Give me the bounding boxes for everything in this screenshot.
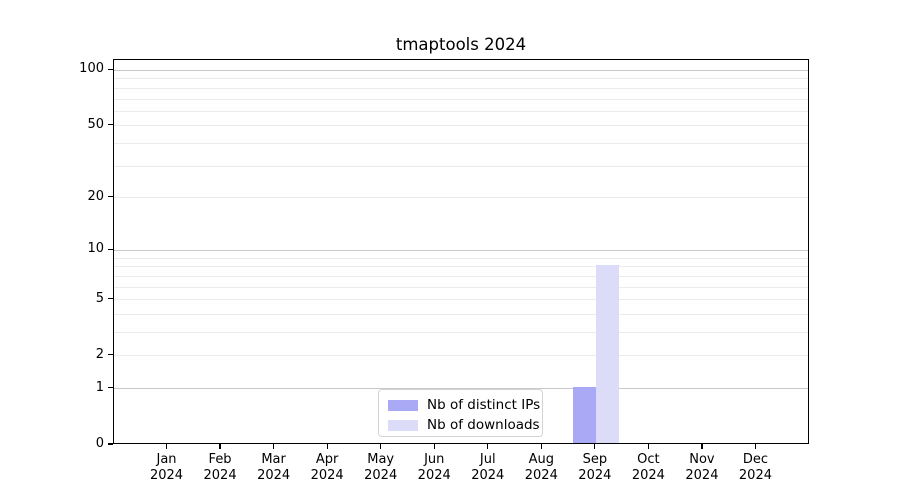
- x-tick-label-year: 2024: [417, 467, 451, 483]
- x-tick-label-month: Jun: [424, 452, 445, 467]
- x-tick-label: Oct 2024: [606, 452, 690, 483]
- legend-item-distinct-ips: Nb of distinct IPs: [388, 397, 542, 413]
- x-tick-label-year: 2024: [578, 467, 612, 483]
- x-tick-label-year: 2024: [310, 467, 344, 483]
- gridline-major: [114, 69, 808, 71]
- x-tick: [754, 444, 757, 449]
- plot-area: Nb of distinct IPs Nb of downloads: [113, 59, 809, 444]
- x-tick-label: Apr 2024: [285, 452, 369, 483]
- x-tick-label-month: May: [367, 452, 395, 467]
- x-tick-label-year: 2024: [738, 467, 772, 483]
- x-tick: [540, 444, 542, 449]
- y-tick-label: 50: [87, 116, 104, 132]
- x-tick: [594, 444, 596, 449]
- legend-label-distinct-ips: Nb of distinct IPs: [427, 397, 541, 413]
- x-tick-label-month: Mar: [261, 452, 286, 467]
- x-tick-label-month: Jan: [156, 452, 177, 467]
- x-tick: [165, 444, 168, 449]
- x-tick: [433, 444, 435, 449]
- x-tick-label-month: Aug: [528, 452, 554, 467]
- x-tick-label: Dec 2024: [713, 452, 797, 483]
- x-tick-label-year: 2024: [631, 467, 665, 483]
- gridline-major: [114, 249, 808, 251]
- y-tick: [108, 443, 113, 445]
- gridline-minor: [114, 257, 808, 259]
- y-tick: [108, 68, 113, 70]
- x-tick-label-month: Feb: [208, 452, 232, 467]
- x-tick-label-month: Apr: [315, 452, 339, 467]
- gridline-minor: [114, 299, 808, 301]
- bar-downloads: [595, 264, 619, 443]
- x-tick-label-year: 2024: [471, 467, 505, 483]
- gridline-minor: [114, 87, 808, 89]
- x-tick-label: Jul 2024: [446, 452, 530, 483]
- x-tick: [380, 444, 382, 449]
- y-tick-label: 10: [87, 241, 104, 257]
- gridline-minor: [114, 143, 808, 145]
- legend-swatch-distinct-ips: [388, 399, 418, 411]
- x-tick: [701, 444, 703, 449]
- x-tick-label-month: Oct: [637, 452, 660, 467]
- y-tick-label: 2: [95, 346, 104, 362]
- x-tick: [273, 444, 275, 449]
- x-tick-label: Feb 2024: [178, 452, 262, 483]
- y-tick: [108, 196, 113, 198]
- legend-label-downloads: Nb of downloads: [427, 417, 540, 433]
- gridline-minor: [114, 78, 808, 80]
- x-tick-label-year: 2024: [257, 467, 291, 483]
- x-tick-label: Aug 2024: [499, 452, 583, 483]
- x-tick-label-year: 2024: [203, 467, 237, 483]
- x-tick: [487, 444, 489, 449]
- gridline-minor: [114, 125, 808, 127]
- x-tick-label-month: Sep: [582, 452, 608, 467]
- gridline-minor: [114, 165, 808, 167]
- x-tick-label: Jan 2024: [125, 452, 209, 483]
- y-tick: [108, 387, 113, 389]
- chart-title: tmaptools 2024: [395, 35, 527, 54]
- x-tick: [219, 444, 221, 449]
- gridline-minor: [114, 98, 808, 100]
- y-tick-label: 100: [79, 61, 104, 77]
- x-tick-label-month: Dec: [742, 452, 769, 467]
- y-tick: [108, 354, 113, 356]
- gridline-minor: [114, 275, 808, 277]
- y-tick: [108, 297, 113, 300]
- x-tick-label: Jun 2024: [392, 452, 476, 483]
- gridline-minor: [114, 331, 808, 333]
- bar-distinct-ips: [572, 386, 596, 443]
- gridline-minor: [114, 110, 808, 112]
- x-tick-label: Nov 2024: [660, 452, 744, 483]
- x-tick-label-year: 2024: [524, 467, 558, 483]
- gridline-minor: [114, 197, 808, 199]
- legend-item-downloads: Nb of downloads: [388, 417, 542, 433]
- x-tick: [647, 444, 649, 449]
- gridline-minor: [114, 313, 808, 315]
- x-tick-label-year: 2024: [685, 467, 719, 483]
- y-tick-label: 1: [95, 379, 104, 395]
- x-tick-label-year: 2024: [364, 467, 398, 483]
- gridline-minor: [114, 355, 808, 357]
- x-tick: [326, 444, 328, 449]
- gridline-minor: [114, 266, 808, 268]
- x-tick-label-month: Nov: [689, 452, 715, 467]
- y-tick-label: 20: [87, 188, 104, 204]
- y-tick-label: 5: [95, 290, 104, 306]
- y-tick: [108, 248, 113, 250]
- gridline-minor: [114, 286, 808, 288]
- y-tick: [108, 124, 113, 126]
- legend-swatch-downloads: [388, 419, 418, 431]
- gridline-major: [114, 388, 808, 390]
- x-tick-label: May 2024: [339, 452, 423, 483]
- legend: Nb of distinct IPs Nb of downloads: [378, 389, 543, 437]
- x-tick-label: Mar 2024: [232, 452, 316, 483]
- x-tick-label: Sep 2024: [553, 452, 637, 483]
- y-tick-label: 0: [95, 436, 104, 451]
- x-tick-label-year: 2024: [149, 467, 184, 483]
- x-tick-label-month: Jul: [479, 452, 496, 467]
